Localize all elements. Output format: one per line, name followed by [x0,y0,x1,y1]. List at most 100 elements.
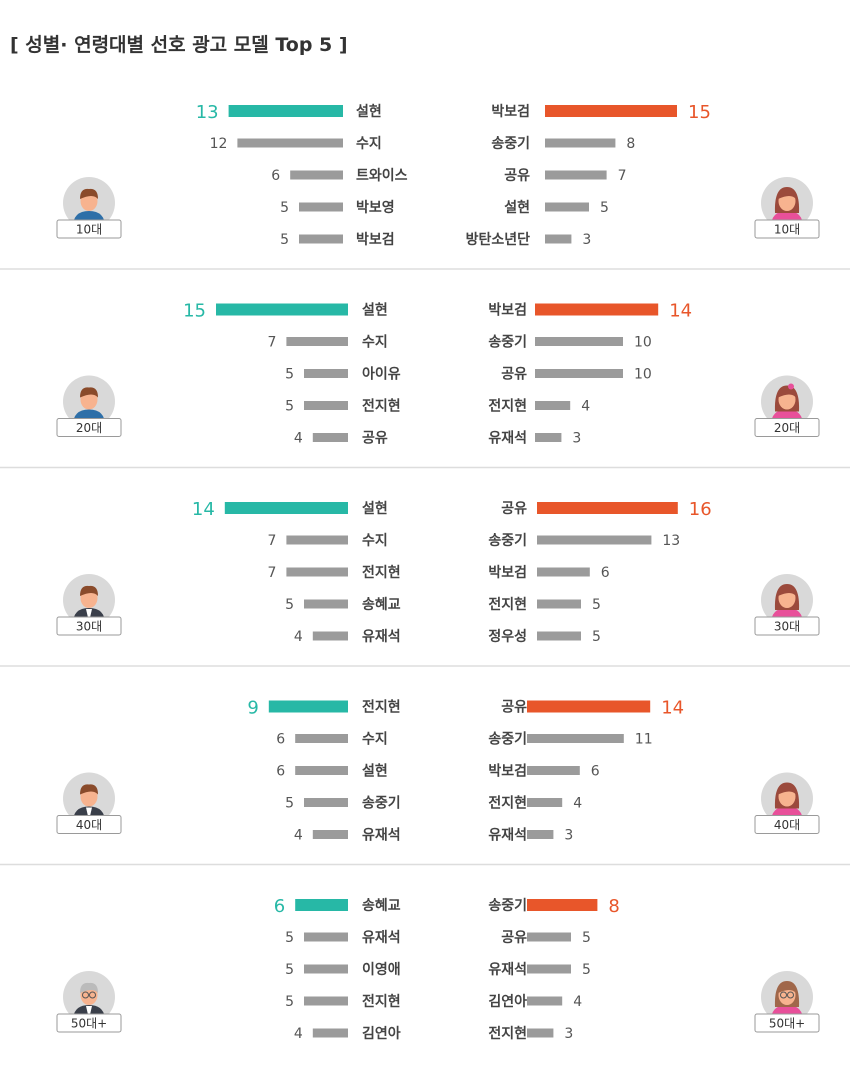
male-bar [312,433,348,442]
female-value: 5 [592,597,601,613]
male-bar [295,899,348,911]
male-name: 수지 [362,732,388,748]
female-bar [535,337,623,346]
age-label-text: 30대 [76,620,102,634]
female-name: 송중기 [488,335,527,351]
male-name: 설현 [356,104,382,120]
female-name: 방탄소년단 [466,231,531,248]
female-name: 공유 [504,168,530,184]
female-name: 김연아 [488,993,527,1010]
female-bar [537,631,581,641]
female-value: 16 [689,499,712,520]
female-value: 10 [634,367,652,383]
male-name: 박보검 [356,231,395,248]
female-value: 14 [669,301,692,322]
age-label: 20대 [754,418,820,437]
male-bar [228,105,343,117]
female-avatar-icon [761,971,813,1023]
female-name: 공유 [501,930,527,946]
female-bar [535,369,623,378]
male-avatar-icon [63,574,115,626]
female-name: 유재석 [488,431,527,447]
male-bar [304,932,348,942]
male-bar [286,567,348,577]
male-value: 7 [267,565,276,581]
male-name: 설현 [362,764,388,780]
male-bar [304,599,348,609]
female-name: 송중기 [488,533,527,549]
female-bar [527,700,651,713]
male-value: 5 [280,200,289,216]
male-value: 5 [285,962,294,978]
male-bar [299,234,343,244]
age-label-text: 30대 [774,620,800,634]
female-value: 5 [582,930,591,946]
male-name: 유재석 [362,828,401,844]
male-name: 송혜교 [362,898,401,914]
age-label-text: 50대+ [769,1017,805,1031]
male-bar [304,401,348,410]
age-label-text: 20대 [774,421,800,435]
age-label: 40대 [754,815,820,834]
female-value: 4 [581,399,590,415]
male-name: 유재석 [362,629,401,645]
male-name: 김연아 [362,1025,401,1042]
female-bar [527,996,563,1006]
age-label: 10대 [56,219,122,239]
female-name: 전지현 [488,1025,527,1042]
female-name: 송중기 [488,732,527,748]
female-value: 5 [592,629,601,645]
female-bar [535,303,659,316]
male-name: 유재석 [362,930,401,946]
male-bar [295,766,348,775]
female-bar [527,964,571,974]
female-bar [535,401,571,410]
male-value: 7 [267,335,276,351]
female-value: 10 [634,335,652,351]
female-value: 8 [626,136,635,152]
male-value: 5 [285,597,294,613]
male-value: 5 [285,399,294,415]
female-value: 3 [572,431,581,447]
age-group: 9 전지현 6 수지 6 설현 5 송중기 4 유재석 14 공유 11 송중기 6 박보검 4 전지현 3 유재석 4… [0,698,850,866]
female-bar [537,535,652,545]
male-name: 전지현 [362,398,401,415]
chart-title: [ 성별· 연령대별 선호 광고 모델 Top 5 ] [10,34,348,56]
male-name: 송중기 [362,796,401,812]
female-bar [527,798,563,807]
female-name: 유재석 [488,962,527,978]
female-name: 설현 [504,200,530,216]
male-bar [224,502,348,514]
female-name: 송중기 [491,136,530,152]
age-label: 30대 [56,616,122,636]
age-label-text: 40대 [76,818,102,832]
female-value: 4 [573,994,582,1010]
male-value: 4 [294,1026,303,1042]
age-label: 10대 [754,219,820,239]
male-avatar-icon [63,375,115,428]
female-name: 박보검 [488,763,527,780]
age-label: 20대 [56,418,122,437]
age-label-text: 20대 [76,421,102,435]
age-label-text: 10대 [774,223,800,237]
male-name: 수지 [362,533,388,549]
male-name: 송혜교 [362,597,401,613]
male-bar [299,202,343,212]
female-bar [545,138,616,148]
female-name: 박보검 [491,103,530,120]
male-name: 트와이스 [356,167,408,184]
male-value: 5 [285,930,294,946]
male-value: 15 [183,301,206,322]
female-bar [545,105,677,117]
age-label: 40대 [56,815,122,834]
male-name: 전지현 [362,699,401,716]
female-value: 3 [564,1026,573,1042]
male-value: 5 [285,796,294,812]
age-group: 14 설현 7 수지 7 전지현 5 송혜교 4 유재석 16 공유 13 송중기 6 박보검 5 전지현 5 정우성… [0,499,850,667]
female-value: 8 [608,896,619,917]
female-bar [545,170,607,180]
male-bar [304,964,348,974]
male-value: 6 [274,896,285,917]
female-name: 유재석 [488,828,527,844]
